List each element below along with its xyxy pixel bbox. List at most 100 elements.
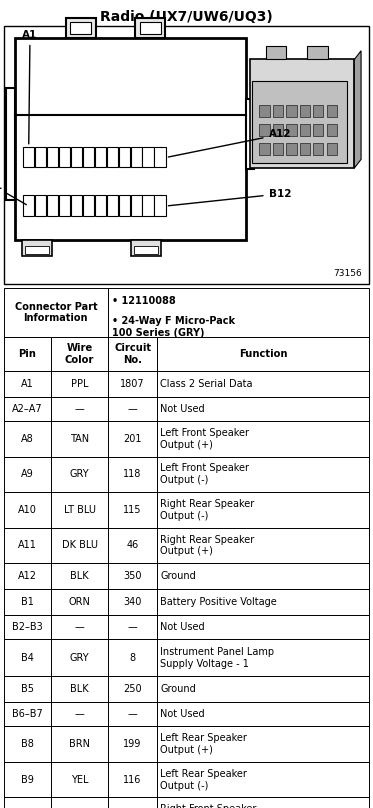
Text: A1: A1 <box>21 379 34 389</box>
Text: A10: A10 <box>18 505 37 515</box>
Bar <box>51 371 108 397</box>
Text: BRN: BRN <box>69 739 90 749</box>
Text: Right Rear Speaker
Output (+): Right Rear Speaker Output (+) <box>160 535 254 556</box>
Text: 201: 201 <box>123 434 142 444</box>
Bar <box>51 528 108 563</box>
Polygon shape <box>354 51 361 168</box>
Bar <box>51 639 108 676</box>
Bar <box>131 195 142 216</box>
Bar <box>4 528 51 563</box>
Text: Right Rear Speaker
Output (-): Right Rear Speaker Output (-) <box>160 499 254 520</box>
Bar <box>157 457 369 492</box>
Text: B12: B12 <box>168 189 291 206</box>
Bar <box>59 195 70 216</box>
Bar <box>4 421 51 457</box>
Text: • 24-Way F Micro-Pack
100 Series (GRY): • 24-Way F Micro-Pack 100 Series (GRY) <box>112 316 235 338</box>
Bar <box>157 589 369 615</box>
Text: Left Front Speaker
Output (-): Left Front Speaker Output (-) <box>160 464 249 485</box>
Text: —: — <box>128 709 138 719</box>
Text: 116: 116 <box>123 775 142 785</box>
Bar <box>4 397 51 421</box>
Text: Function: Function <box>239 349 288 359</box>
Bar <box>51 589 108 615</box>
Text: 350: 350 <box>123 571 142 581</box>
Text: Left Rear Speaker
Output (-): Left Rear Speaker Output (-) <box>160 769 247 790</box>
Bar <box>4 563 51 589</box>
Text: GRY: GRY <box>70 653 90 663</box>
Text: Left Front Speaker
Output (+): Left Front Speaker Output (+) <box>160 428 249 449</box>
Bar <box>259 143 270 155</box>
Text: A2–A7: A2–A7 <box>12 404 43 414</box>
Text: LT BLU: LT BLU <box>63 505 95 515</box>
Text: B5: B5 <box>21 684 34 694</box>
Bar <box>273 105 283 117</box>
Bar <box>307 46 328 60</box>
Bar <box>286 143 297 155</box>
Text: ORN: ORN <box>69 597 91 607</box>
Bar <box>51 563 108 589</box>
Bar <box>108 457 157 492</box>
Text: TAN: TAN <box>70 434 89 444</box>
Bar <box>108 371 157 397</box>
Text: • 12110088: • 12110088 <box>112 296 175 305</box>
Bar <box>300 105 310 117</box>
Bar <box>83 147 94 167</box>
Bar <box>157 702 369 726</box>
Bar <box>273 124 283 136</box>
Bar <box>108 797 157 808</box>
Bar <box>134 246 158 254</box>
Bar <box>51 492 108 528</box>
Bar <box>83 195 94 216</box>
Text: Ground: Ground <box>160 684 196 694</box>
Text: YEL: YEL <box>71 775 88 785</box>
Text: Not Used: Not Used <box>160 622 205 632</box>
Bar <box>313 105 323 117</box>
Bar <box>108 337 157 371</box>
Bar <box>4 797 51 808</box>
Bar <box>300 124 310 136</box>
Bar <box>154 147 166 167</box>
Bar <box>108 589 157 615</box>
Bar <box>131 240 161 256</box>
Bar <box>59 147 70 167</box>
Text: A9: A9 <box>21 469 34 479</box>
Text: Right Front Speaker
Output (-): Right Front Speaker Output (-) <box>160 805 257 808</box>
Text: A1: A1 <box>22 30 38 144</box>
Text: A12: A12 <box>18 571 37 581</box>
Bar <box>266 46 286 60</box>
Bar <box>51 797 108 808</box>
Text: Instrument Panel Lamp
Supply Voltage - 1: Instrument Panel Lamp Supply Voltage - 1 <box>160 647 275 668</box>
Bar <box>22 240 53 256</box>
Bar <box>157 676 369 702</box>
Bar <box>23 147 34 167</box>
Bar <box>35 195 46 216</box>
Bar <box>6 89 15 200</box>
Text: Ground: Ground <box>160 571 196 581</box>
Text: Not Used: Not Used <box>160 709 205 719</box>
Text: Circuit
No.: Circuit No. <box>114 343 151 364</box>
Bar <box>4 492 51 528</box>
Bar <box>66 18 96 38</box>
Bar <box>246 99 254 170</box>
Bar <box>154 195 166 216</box>
Text: B2–B3: B2–B3 <box>12 622 43 632</box>
Bar <box>286 105 297 117</box>
Bar <box>47 147 58 167</box>
Bar <box>327 143 337 155</box>
Bar <box>140 22 161 34</box>
Bar <box>4 676 51 702</box>
Text: A8: A8 <box>21 434 34 444</box>
Bar <box>4 615 51 639</box>
Bar <box>95 195 106 216</box>
Text: Wire
Color: Wire Color <box>65 343 94 364</box>
Text: B1: B1 <box>0 181 26 204</box>
Bar <box>35 147 46 167</box>
Text: 1807: 1807 <box>120 379 145 389</box>
Bar <box>157 337 369 371</box>
Bar <box>157 615 369 639</box>
Bar <box>108 492 157 528</box>
Bar <box>250 60 354 168</box>
Bar <box>108 397 157 421</box>
Bar <box>119 195 130 216</box>
Bar <box>108 726 157 762</box>
